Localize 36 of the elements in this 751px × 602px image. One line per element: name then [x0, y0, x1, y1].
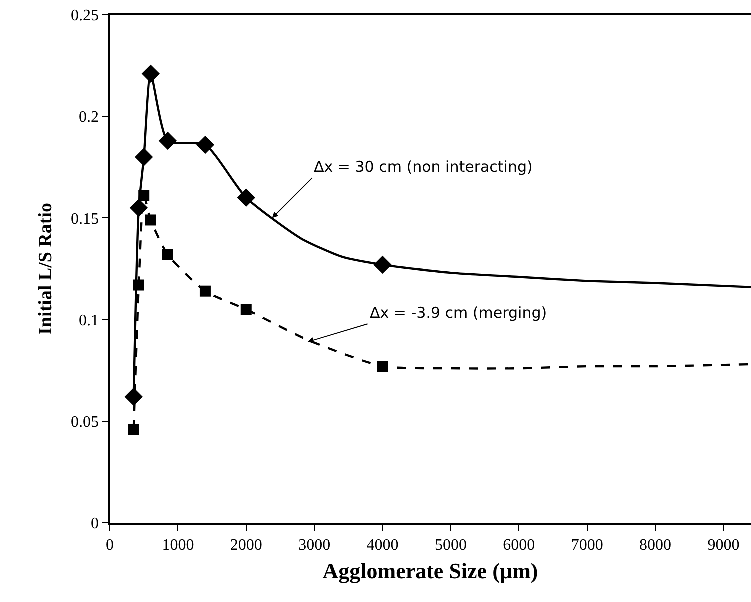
x-tick-label: 7000 [571, 536, 604, 554]
point [128, 424, 140, 436]
point [196, 136, 215, 154]
point [145, 214, 156, 226]
y-axis-title: Initial L/S Ratio [35, 203, 56, 335]
point [374, 256, 392, 274]
point [135, 148, 154, 166]
x-tick-label: 5000 [434, 536, 467, 554]
point [237, 188, 256, 207]
point [138, 190, 150, 202]
x-tick-label: 4000 [366, 536, 399, 554]
point [162, 249, 174, 260]
point [158, 132, 178, 150]
annotation: Δx = -3.9 cm (merging) [370, 304, 548, 322]
annotation: Δx = 30 cm (non interacting) [314, 158, 533, 176]
point [133, 280, 144, 291]
x-tick-label: 1000 [162, 536, 194, 554]
point [240, 304, 252, 316]
x-tick-label: 0 [106, 536, 114, 554]
point [142, 64, 160, 84]
y-tick-label: 0.1 [79, 312, 100, 330]
x-tick-label: 9000 [708, 536, 740, 554]
point [124, 388, 143, 406]
x-tick-label: 6000 [503, 536, 536, 554]
x-tick-label: 3000 [298, 536, 331, 554]
y-tick-label: 0.2 [79, 109, 100, 126]
point [130, 198, 148, 218]
x-tick-label: 2000 [230, 536, 262, 554]
point [200, 286, 211, 297]
point [377, 361, 388, 372]
y-tick-label: 0 [91, 516, 100, 533]
y-tick-label: 0.25 [71, 8, 100, 25]
x-axis-title: Agglomerate Size (µm) [322, 558, 538, 584]
y-tick-label: 0.15 [71, 210, 100, 228]
x-tick-label: 8000 [640, 536, 672, 554]
y-tick-label: 0.05 [71, 414, 100, 431]
